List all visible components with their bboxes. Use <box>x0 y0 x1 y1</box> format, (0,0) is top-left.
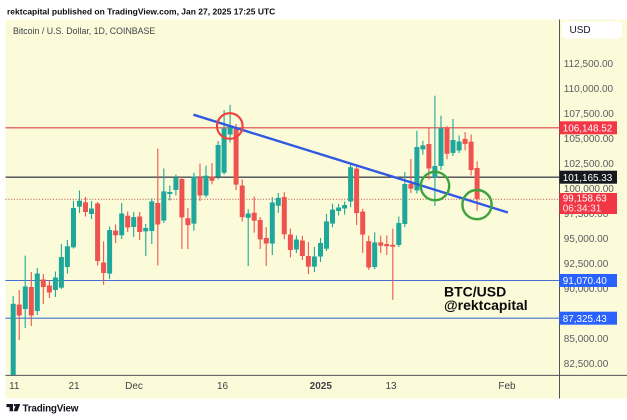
svg-text:Feb: Feb <box>498 381 516 392</box>
svg-text:90,000.00: 90,000.00 <box>564 284 609 295</box>
svg-text:rektcapital published on Tradi: rektcapital published on TradingView.com… <box>7 7 275 17</box>
svg-text:87,325.43: 87,325.43 <box>563 314 607 325</box>
svg-text:105,000.00: 105,000.00 <box>564 134 614 145</box>
svg-text:USD: USD <box>570 25 591 36</box>
svg-text:06:34:31: 06:34:31 <box>563 204 602 215</box>
svg-text:110,000.00: 110,000.00 <box>564 84 614 95</box>
svg-text:13: 13 <box>385 381 397 392</box>
svg-text:11: 11 <box>9 381 20 392</box>
svg-text:@rektcapital: @rektcapital <box>444 297 528 313</box>
svg-text:2025: 2025 <box>310 381 333 392</box>
svg-text:Bitcoin / U.S. Dollar, 1D, COI: Bitcoin / U.S. Dollar, 1D, COINBASE <box>13 26 155 36</box>
svg-text:107,500.00: 107,500.00 <box>564 109 614 120</box>
svg-text:102,500.00: 102,500.00 <box>564 159 614 170</box>
svg-text:91,070.40: 91,070.40 <box>563 276 607 287</box>
svg-text:16: 16 <box>217 381 229 392</box>
svg-text:101,165.33: 101,165.33 <box>563 173 613 184</box>
svg-text:Dec: Dec <box>125 381 143 392</box>
svg-text:92,500.00: 92,500.00 <box>564 259 609 270</box>
svg-text:82,500.00: 82,500.00 <box>564 359 609 370</box>
svg-text:99,158.63: 99,158.63 <box>563 193 607 204</box>
svg-text:100,000.00: 100,000.00 <box>564 184 614 195</box>
svg-text:21: 21 <box>68 381 80 392</box>
svg-text:BTC/USD: BTC/USD <box>444 284 506 300</box>
svg-text:TradingView: TradingView <box>23 403 79 414</box>
svg-text:97,500.00: 97,500.00 <box>564 209 609 220</box>
svg-text:95,000.00: 95,000.00 <box>564 234 609 245</box>
svg-text:112,500.00: 112,500.00 <box>564 59 614 70</box>
svg-text:85,000.00: 85,000.00 <box>564 334 609 345</box>
svg-text:106,148.52: 106,148.52 <box>563 123 612 134</box>
